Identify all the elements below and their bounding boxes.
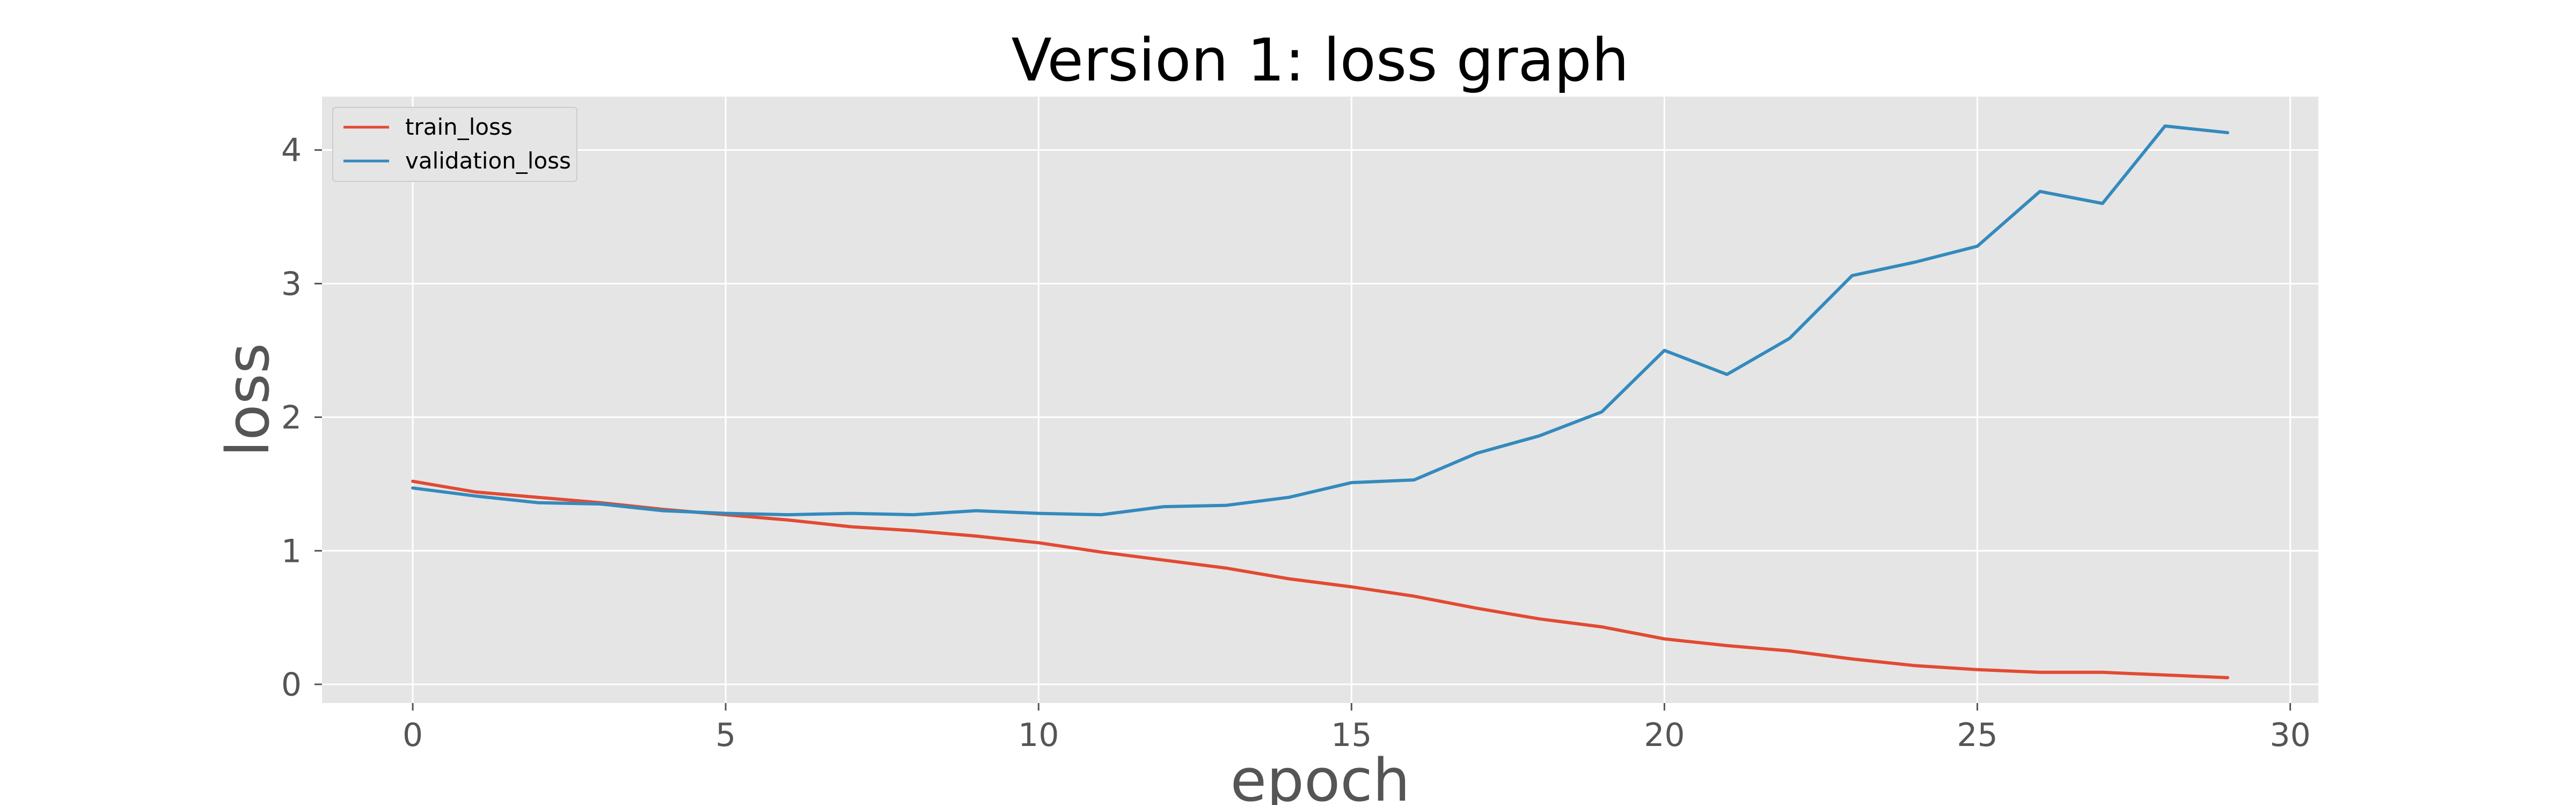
y-axis-label: loss: [214, 343, 282, 457]
x-tick-label: 0: [402, 716, 423, 754]
x-tick-label: 10: [1018, 716, 1059, 754]
series-lines: [411, 124, 2229, 679]
x-tick-label: 30: [2270, 716, 2310, 754]
y-tick-label: 4: [281, 132, 302, 170]
axis-ticks: 0 5 10 15 20 25 30 0 1 2 3 4: [281, 132, 2311, 754]
legend-label-validation-loss: validation_loss: [405, 148, 571, 174]
plot-area: [322, 97, 2318, 703]
x-tick-label: 15: [1331, 716, 1372, 754]
x-tick-label: 20: [1644, 716, 1685, 754]
grid-lines: [322, 97, 2318, 703]
legend: train_loss validation_loss: [332, 107, 577, 182]
series-line-validation-loss: [411, 124, 2229, 517]
y-tick-label: 2: [281, 399, 302, 436]
x-axis-label: epoch: [1231, 746, 1410, 805]
x-tick-label: 5: [715, 716, 736, 754]
y-tick-label: 0: [281, 666, 302, 704]
y-tick-label: 1: [281, 532, 302, 570]
x-tick-label: 25: [1957, 716, 1997, 754]
y-tick-label: 3: [281, 265, 302, 303]
chart-title: Version 1: loss graph: [1012, 26, 1629, 94]
legend-box: [332, 107, 577, 182]
legend-label-train-loss: train_loss: [405, 114, 513, 140]
